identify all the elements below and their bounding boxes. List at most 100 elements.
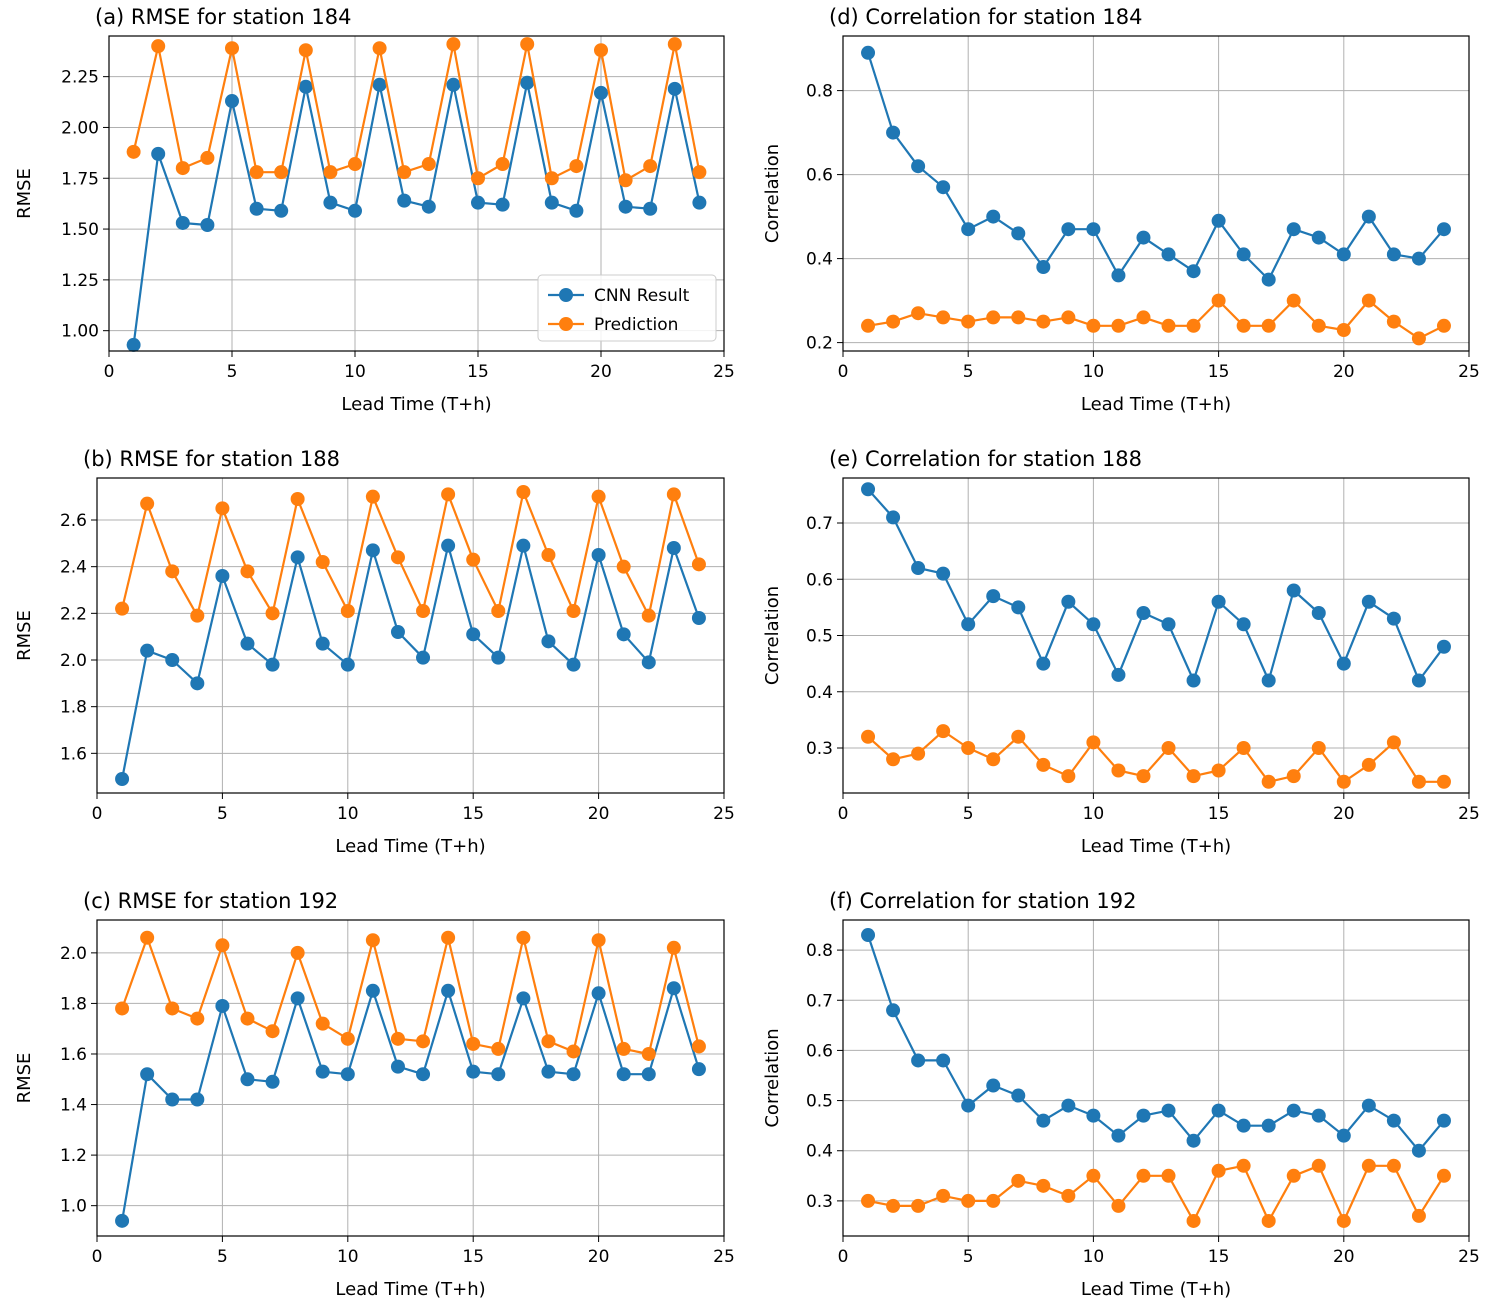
data-point [249,201,264,216]
data-point [569,159,584,174]
data-point [190,676,205,691]
data-point [1086,735,1101,750]
data-point [911,306,926,321]
data-point [1336,1128,1351,1143]
data-point [911,159,926,174]
data-point [691,1062,706,1077]
y-tick-label: 2.25 [61,68,99,88]
series-line [866,52,1445,281]
data-point [1261,1213,1276,1228]
data-point [1136,1108,1151,1123]
data-point [140,1067,155,1082]
x-tick-label: 5 [227,362,238,382]
data-point [616,627,631,642]
data-point [1436,774,1451,789]
data-point [1186,1133,1201,1148]
y-tick-label: 0.8 [806,82,833,102]
data-point [1111,268,1126,283]
x-tick-label: 0 [92,804,103,824]
data-point [616,559,631,574]
data-point [1311,1158,1326,1173]
data-point [397,193,412,208]
y-tick-label: 2.00 [61,118,99,138]
data-point [591,986,606,1001]
data-point [1261,272,1276,287]
x-tick-label: 15 [462,804,484,824]
data-point [471,171,485,186]
data-point [240,636,255,651]
data-point [667,81,682,96]
y-axis-label: Correlation [762,586,783,685]
data-point [348,157,362,172]
x-tick-label: 5 [963,1247,974,1267]
data-point [126,337,141,352]
y-tick-label: 0.4 [806,683,833,703]
series-line [121,490,700,617]
data-point [390,1031,405,1046]
data-point [1186,1213,1201,1228]
axes-frame [842,477,1470,794]
data-point [1011,310,1026,325]
data-point [541,1034,556,1049]
data-point [936,724,951,739]
data-point [115,1213,130,1228]
x-tick-label: 20 [588,804,610,824]
data-point [140,643,155,658]
data-point [340,1067,355,1082]
data-point [544,195,559,210]
data-point [1236,318,1251,333]
data-point [1011,729,1026,744]
data-point [397,165,412,180]
data-point [986,752,1001,767]
x-tick-label: 10 [1083,1247,1105,1267]
x-tick-label: 5 [217,1247,228,1267]
data-point [115,601,130,616]
data-point [249,165,264,180]
y-axis-label: RMSE [14,1053,35,1104]
series-line [867,488,1445,682]
data-point [1386,247,1401,262]
axes-frame [96,919,725,1237]
data-point [961,741,976,755]
data-point [936,1188,951,1203]
chart-title: (a) RMSE for station 184 [95,5,352,29]
series-line [867,1164,1445,1223]
data-point [466,552,481,567]
data-point [986,310,1001,325]
data-point [446,77,461,92]
y-tick-label: 1.8 [60,698,87,718]
x-tick-label: 20 [588,1247,610,1267]
data-point [861,928,876,943]
data-point [594,85,608,100]
y-tick-label: 0.3 [806,739,833,759]
data-point [416,1067,431,1082]
data-point [340,657,355,672]
data-point [1286,1168,1301,1183]
x-tick-label: 10 [1083,804,1105,824]
data-point [886,1198,901,1213]
data-point [298,79,313,94]
data-point [416,1034,431,1049]
y-tick-label: 0.2 [806,334,833,354]
data-point [390,550,405,565]
y-tick-label: 0.7 [806,514,833,534]
data-point [861,318,876,333]
data-point [240,564,255,579]
data-point [986,209,1001,224]
data-point [1311,230,1326,245]
y-tick-label: 0.3 [806,1192,833,1212]
data-point [421,199,436,214]
chart-title: (d) Correlation for station 184 [829,5,1142,29]
x-tick-label: 0 [838,804,849,824]
x-tick-label: 15 [462,1247,484,1267]
data-point [225,94,239,109]
y-tick-label: 1.2 [60,1146,87,1166]
data-point [566,657,581,672]
data-point [240,1011,255,1026]
data-point [471,195,485,210]
y-tick-label: 2.4 [60,558,87,578]
data-point [1011,1173,1026,1188]
data-point [641,608,656,623]
data-point [936,566,951,581]
data-point [1336,1213,1351,1228]
